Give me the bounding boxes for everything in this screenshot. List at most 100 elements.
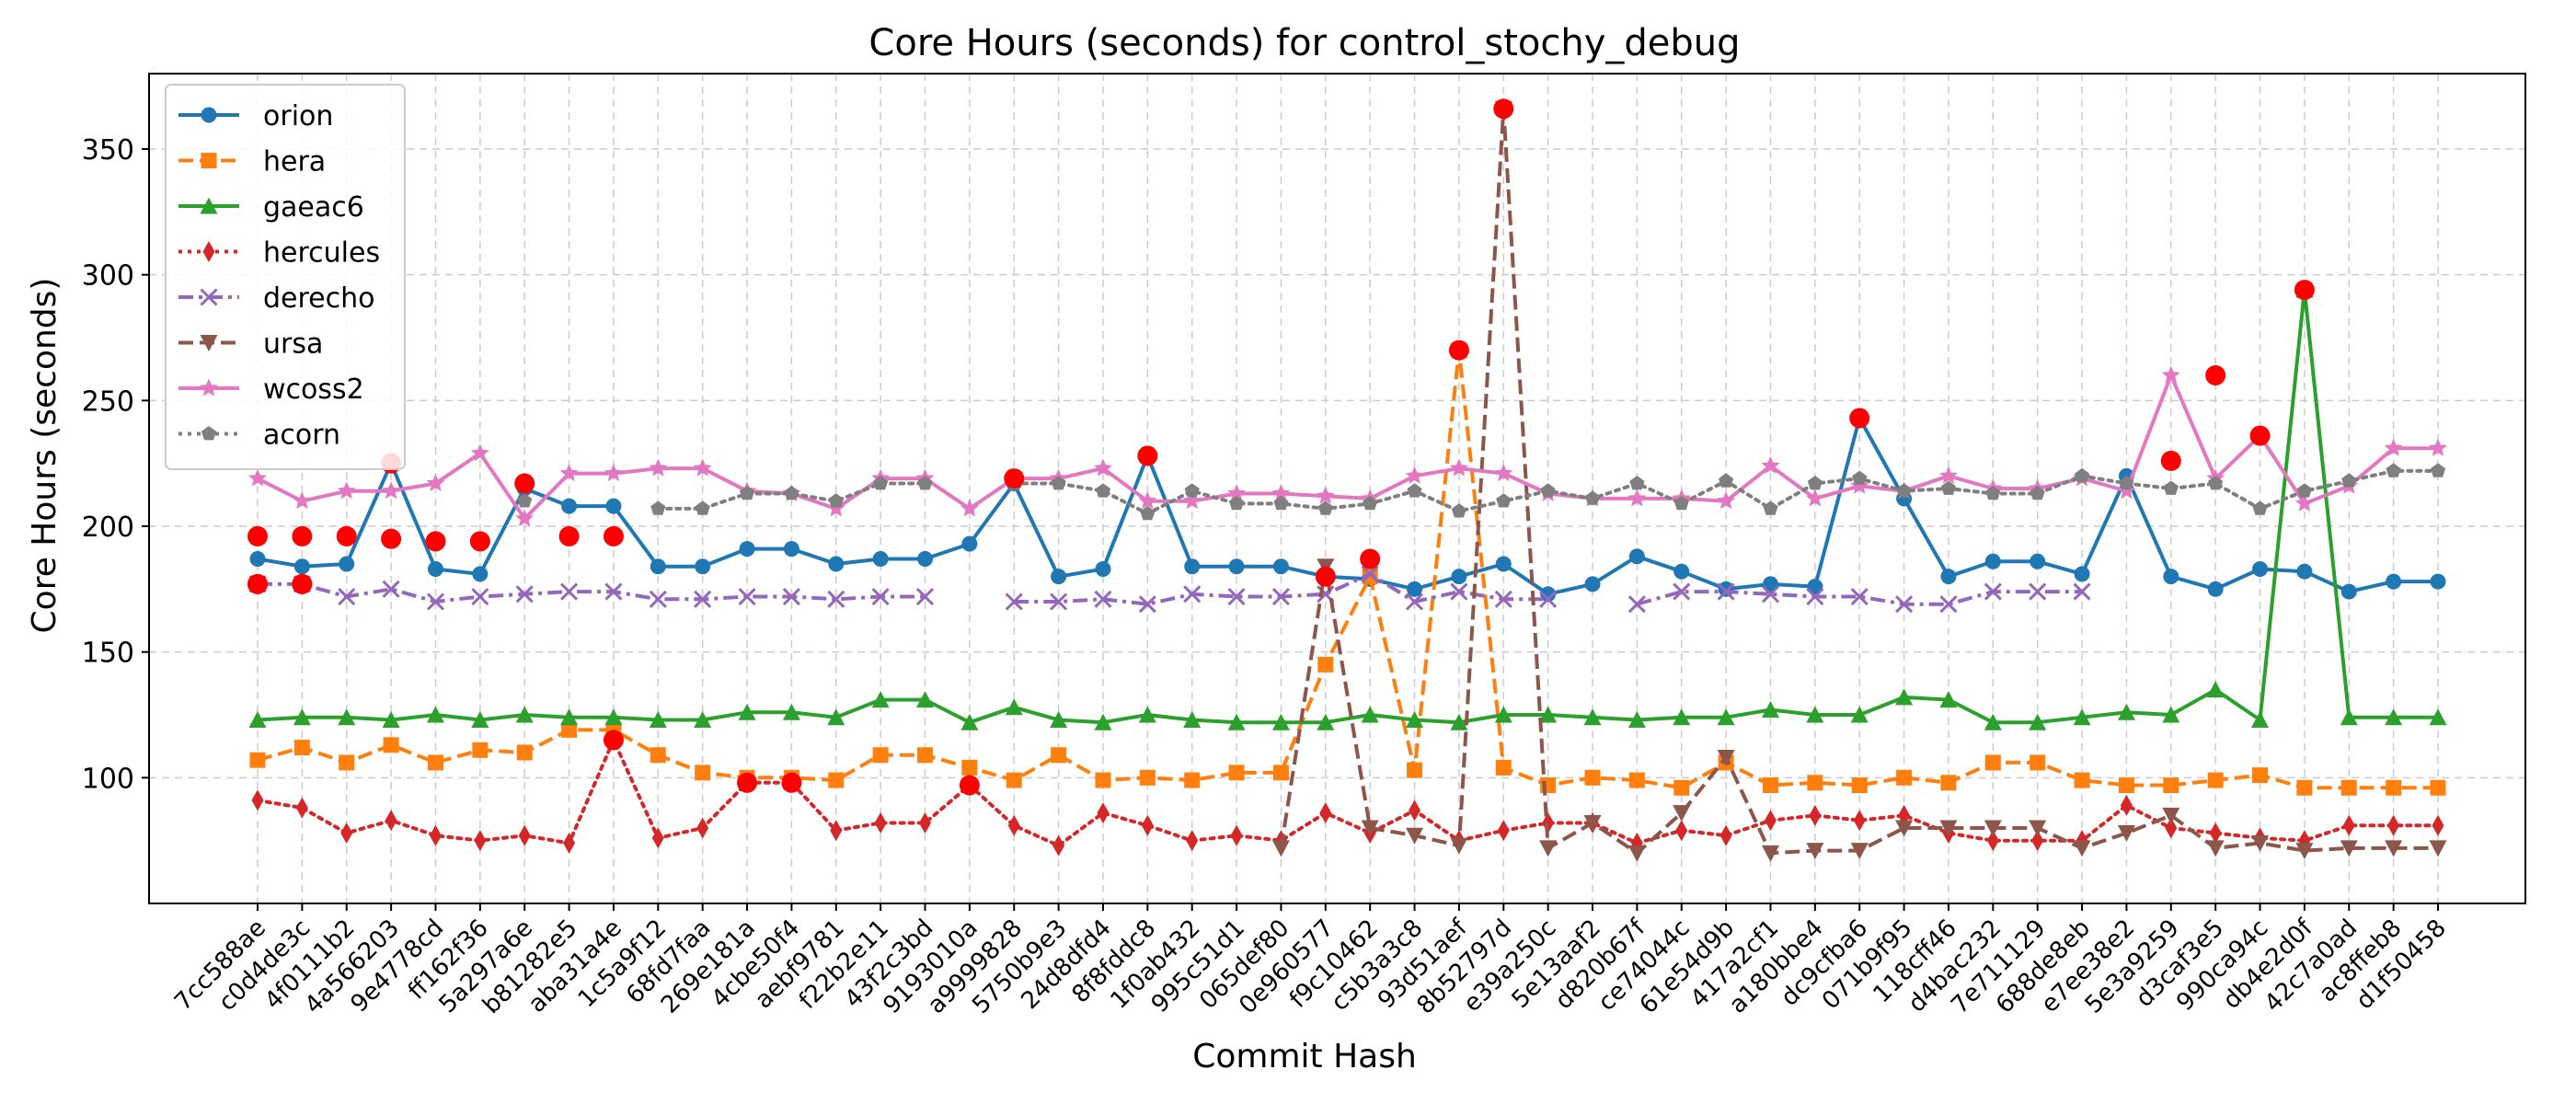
point-orion [2163,569,2179,585]
point-gaeac6 [604,708,623,726]
point-wcoss2 [470,443,489,462]
point-orion [605,498,622,514]
point-hera [2118,777,2134,794]
legend-label: hera [263,146,326,178]
point-acorn [1940,480,1956,495]
point-orion [1584,576,1601,592]
point-orion [783,541,799,558]
point-gaeac6 [1227,713,1246,730]
point-acorn [740,486,755,500]
point-hera [383,737,399,753]
legend-marker [200,197,218,214]
point-derecho [871,587,890,606]
point-gaeac6 [1494,706,1512,723]
point-derecho [515,585,534,604]
point-derecho [694,590,712,608]
point-hercules [251,789,264,811]
legend-marker [202,241,215,262]
point-wcoss2 [559,464,579,482]
point-gaeac6 [782,703,800,720]
y-tick-label: 100 [82,763,134,795]
point-derecho [1806,587,1824,606]
point-gaeac6 [827,708,845,726]
point-derecho [1361,565,1379,583]
point-derecho [1050,592,1068,611]
point-hera [561,721,578,738]
point-acorn [2030,486,2045,500]
point-acorn [1140,505,1156,521]
point-wcoss2 [1316,486,1335,504]
point-hercules [1675,820,1688,842]
point-hercules [295,797,308,819]
point-orion [2340,583,2357,600]
point-acorn [1896,483,1912,498]
point-orion [2207,581,2224,597]
point-acorn [2341,473,2357,488]
point-hera [1807,775,1823,791]
point-derecho [1717,582,1735,601]
point-wcoss2 [382,481,401,500]
series-line-hercules [256,738,2440,848]
point-gaeac6 [916,691,935,708]
point-hera [1896,769,1913,786]
point-ursa [2385,840,2403,857]
point-gaeac6 [2029,713,2047,730]
point-ursa [1806,843,1824,860]
point-hercules [1497,820,1510,842]
point-derecho [1405,592,1424,611]
point-acorn [873,476,889,490]
point-derecho [1627,595,1646,614]
point-hera [1184,772,1201,788]
point-acorn [1719,473,1734,488]
highlight-point [1360,548,1381,569]
point-orion [961,535,978,552]
point-gaeac6 [1939,691,1958,708]
point-gaeac6 [1806,706,1824,723]
point-derecho [915,587,935,606]
point-derecho [1984,582,2002,601]
point-wcoss2 [1449,458,1468,477]
legend-label: ursa [263,328,323,361]
y-tick-label: 350 [82,134,134,167]
point-wcoss2 [960,499,979,517]
highlight-point [2294,280,2315,301]
point-ursa [1627,845,1646,862]
point-acorn [1407,483,1422,498]
point-ursa [2029,820,2047,837]
highlight-point [469,531,490,552]
point-hera [1673,779,1690,796]
legend: orion hera gaeac6 hercules derecho ursa wcoss2… [165,84,406,470]
point-derecho [1227,587,1246,606]
point-acorn [1540,483,1556,498]
point-wcoss2 [649,458,668,477]
point-ursa [1450,837,1468,855]
legend-marker [200,335,218,351]
point-gaeac6 [1094,713,1112,730]
point-gaeac6 [1450,713,1468,730]
point-derecho [782,587,800,606]
highlight-point [514,473,535,494]
legend-marker [201,107,217,123]
y-tick-label: 250 [82,385,134,418]
highlight-point [2249,425,2271,446]
point-hercules [1052,834,1065,857]
point-hercules [830,820,843,842]
point-wcoss2 [426,474,445,491]
point-derecho [1094,590,1112,608]
y-tick-label: 300 [82,260,134,293]
point-orion [2386,573,2402,590]
point-orion [1628,548,1645,565]
point-gaeac6 [1005,698,1023,716]
point-orion [1807,579,1823,595]
point-hera [1362,569,1378,585]
point-gaeac6 [382,710,400,728]
point-hera [872,747,889,764]
point-derecho [426,592,445,611]
point-gaeac6 [293,708,311,726]
point-gaeac6 [515,706,534,723]
point-wcoss2 [1850,476,1869,494]
point-gaeac6 [2251,710,2270,728]
point-ursa [1984,820,2002,837]
point-orion [1095,560,1111,577]
point-ursa [1850,843,1869,860]
